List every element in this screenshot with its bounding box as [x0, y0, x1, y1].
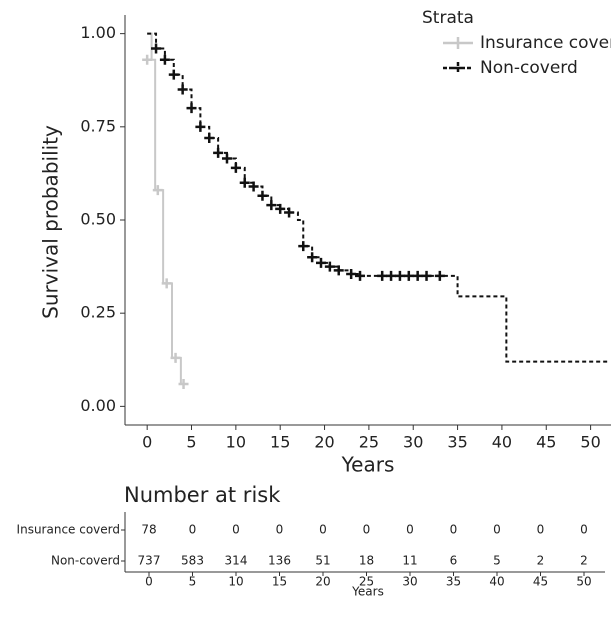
risk-x-tick-label: 35 [446, 575, 461, 589]
risk-count: 0 [363, 523, 371, 537]
censor-mark [161, 278, 172, 289]
censor-mark [386, 270, 397, 281]
risk-count: 0 [319, 523, 327, 537]
censor-mark [275, 203, 286, 214]
legend-symbol [443, 37, 473, 49]
censor-mark [248, 181, 259, 192]
x-tick-label: 25 [359, 433, 379, 452]
risk-x-tick-label: 20 [315, 575, 330, 589]
risk-count: 314 [225, 554, 248, 568]
x-tick-label: 30 [403, 433, 423, 452]
censor-mark [170, 352, 181, 363]
censor-mark [186, 103, 197, 114]
x-tick-label: 35 [447, 433, 467, 452]
risk-x-tick-label: 25 [359, 575, 374, 589]
censor-mark [159, 54, 170, 65]
survival-curve [147, 32, 609, 363]
risk-count: 0 [450, 523, 458, 537]
y-tick-label: 1.00 [80, 23, 116, 42]
y-tick-label: 0.00 [80, 396, 116, 415]
risk-x-tick-label: 0 [145, 575, 153, 589]
censor-mark [298, 241, 309, 252]
censor-mark [142, 54, 153, 65]
risk-row-label: Non-coverd [51, 554, 120, 568]
risk-row-label: Insurance coverd [17, 523, 120, 537]
risk-count: 0 [189, 523, 197, 537]
risk-count: 78 [141, 523, 156, 537]
x-tick-label: 5 [186, 433, 196, 452]
censor-mark [152, 185, 163, 196]
legend-label: Non-coverd [480, 58, 578, 78]
y-tick-label: 0.50 [80, 210, 116, 229]
risk-count: 18 [359, 554, 374, 568]
x-tick-label: 20 [314, 433, 334, 452]
censor-mark [239, 177, 250, 188]
risk-count: 0 [493, 523, 501, 537]
censor-mark [434, 270, 445, 281]
censor-mark [257, 190, 268, 201]
censor-mark [403, 270, 414, 281]
censor-mark [284, 207, 295, 218]
censor-mark [421, 270, 432, 281]
censor-mark [315, 257, 326, 268]
censor-mark [266, 200, 277, 211]
censor-mark [377, 270, 388, 281]
risk-count: 51 [315, 554, 330, 568]
risk-x-tick-label: 40 [489, 575, 504, 589]
censor-mark [394, 270, 405, 281]
x-tick-label: 50 [580, 433, 600, 452]
censor-mark [168, 69, 179, 80]
risk-x-tick-label: 5 [189, 575, 197, 589]
y-tick-label: 0.75 [80, 116, 116, 135]
x-tick-label: 0 [142, 433, 152, 452]
risk-count: 0 [406, 523, 414, 537]
x-tick-label: 15 [270, 433, 290, 452]
survival-curve [147, 32, 182, 384]
risk-x-tick-label: 50 [576, 575, 591, 589]
censor-mark [230, 162, 241, 173]
risk-count: 0 [276, 523, 284, 537]
risk-count: 0 [580, 523, 588, 537]
censor-mark [324, 261, 335, 272]
risk-x-tick-label: 30 [402, 575, 417, 589]
risk-count: 6 [450, 554, 458, 568]
censor-mark [204, 133, 215, 143]
risk-count: 136 [268, 554, 291, 568]
x-tick-label: 40 [492, 433, 512, 452]
y-axis-label: Survival probability [39, 125, 63, 319]
legend-label: Insurance coverd [480, 33, 611, 53]
censor-mark [346, 269, 357, 280]
x-tick-label: 10 [226, 433, 246, 452]
risk-count: 2 [537, 554, 545, 568]
censor-mark [333, 265, 344, 276]
censor-mark [177, 84, 188, 95]
censor-mark [355, 270, 366, 281]
risk-count: 0 [232, 523, 240, 537]
risk-count: 583 [181, 554, 204, 568]
legend-title: Strata [422, 8, 474, 28]
risk-count: 737 [138, 554, 161, 568]
censor-mark [221, 153, 232, 164]
censor-mark [178, 379, 189, 389]
censor-mark [307, 252, 318, 263]
risk-table-title: Number at risk [124, 483, 281, 507]
censor-mark [213, 147, 224, 158]
legend-symbol [443, 62, 473, 74]
y-tick-label: 0.25 [80, 303, 116, 322]
censor-mark [195, 121, 206, 132]
censor-mark [412, 270, 423, 281]
risk-count: 2 [580, 554, 588, 568]
x-tick-label: 45 [536, 433, 556, 452]
censor-mark [151, 43, 162, 54]
risk-x-tick-label: 10 [228, 575, 243, 589]
risk-x-tick-label: 15 [272, 575, 287, 589]
x-axis-label: Years [341, 453, 395, 477]
risk-count: 5 [493, 554, 501, 568]
risk-x-tick-label: 45 [533, 575, 548, 589]
risk-count: 0 [537, 523, 545, 537]
risk-count: 11 [402, 554, 417, 568]
risk-x-label: Years [351, 585, 384, 599]
